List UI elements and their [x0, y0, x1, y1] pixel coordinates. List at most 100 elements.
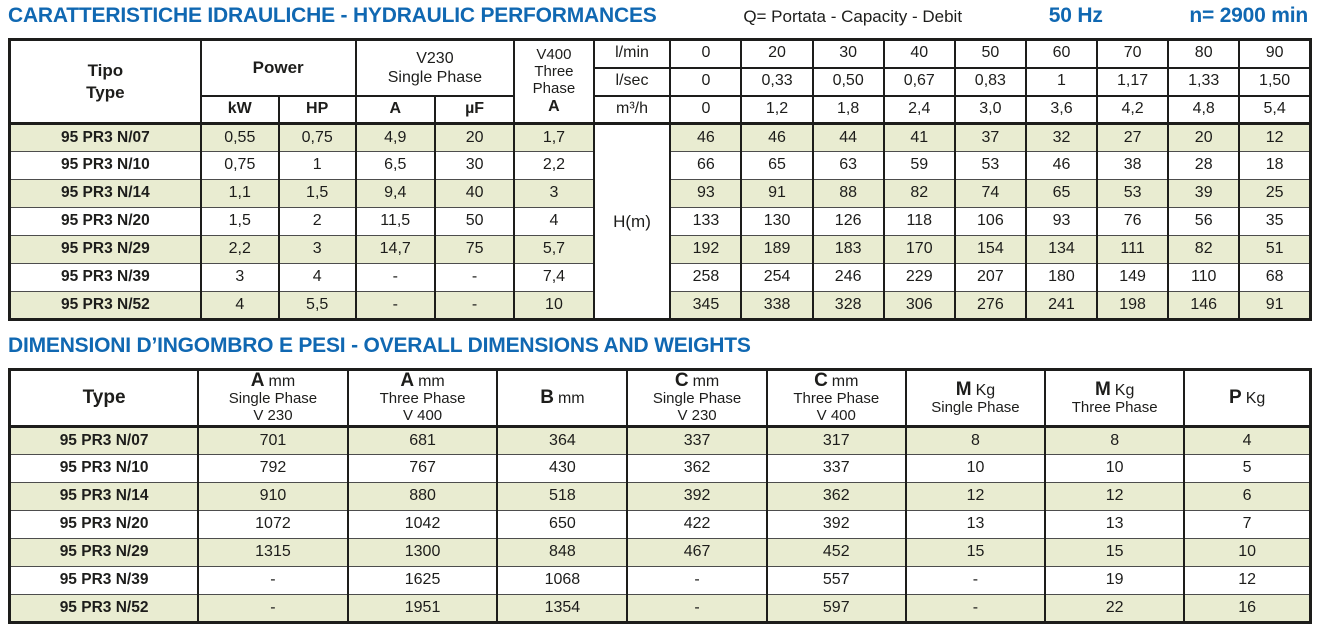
dimensions-table-row: 95 PR3 N/39-1625 1068-557-19 12 — [8, 566, 1312, 595]
flow-lmin-value: 30 — [811, 39, 885, 69]
flow-lmin-value: 80 — [1167, 39, 1241, 69]
a230-cell: - — [354, 291, 436, 320]
head-value-cell: 46 — [740, 123, 814, 152]
head-value-cell: 189 — [740, 235, 814, 264]
flow-lmin-value: 70 — [1096, 39, 1170, 69]
dim-header-symbol: Type — [82, 387, 126, 409]
dimension-value-cell: 1068 — [496, 566, 629, 595]
dimension-value-cell: - — [626, 566, 768, 595]
dim-header-symbol: B — [540, 387, 554, 409]
dim-header-unit: Kg — [1245, 390, 1266, 408]
head-value-cell: 170 — [882, 235, 956, 264]
head-value-cell: 130 — [740, 207, 814, 236]
flow-m3h-value: 2,4 — [882, 95, 956, 125]
kw-cell: 3 — [199, 263, 280, 292]
flow-lmin-value: 50 — [953, 39, 1027, 69]
flow-lsec-value: 0 — [669, 67, 743, 97]
dim-header-subline: V 230 — [677, 406, 717, 424]
dim-header-symbol: M — [955, 378, 972, 400]
hydraulic-table-row: 95 PR3 N/39 3 4- -7,4 258 254 246 229 207 180 149 1… — [8, 263, 1312, 292]
uf-cell: 30 — [433, 151, 516, 180]
a230-cell: 6,5 — [354, 151, 436, 180]
pump-type-cell: 95 PR3 N/39 — [8, 263, 202, 292]
head-value-cell: 306 — [882, 291, 956, 320]
a400-cell: 2,2 — [513, 151, 595, 180]
head-value-cell: 241 — [1024, 291, 1099, 320]
head-value-cell: 32 — [1024, 123, 1099, 152]
head-value-cell: 20 — [1167, 123, 1241, 152]
a400-cell: 7,4 — [513, 263, 595, 292]
dimension-value-cell: - — [904, 594, 1047, 623]
dimensions-table-row: 95 PR3 N/10 792 767 430 362 337 10 10 5 — [8, 454, 1312, 483]
flow-lmin-value: 60 — [1024, 39, 1099, 69]
head-value-cell: 74 — [953, 179, 1027, 208]
head-value-cell: 28 — [1167, 151, 1241, 180]
power-column-header: Power — [199, 39, 357, 97]
kw-cell: 2,2 — [199, 235, 280, 264]
single-phase-label: Single Phase — [387, 68, 483, 86]
a400-cell: 3 — [513, 179, 595, 208]
dimensions-section-title: DIMENSIONI D’INGOMBRO E PESI - OVERALL D… — [8, 334, 751, 357]
head-value-cell: 82 — [1167, 235, 1241, 264]
hp-cell: 2 — [277, 207, 357, 236]
pump-type-cell: 95 PR3 N/39 — [8, 566, 200, 595]
head-value-cell: 66 — [669, 151, 743, 180]
phase-label: Phase — [532, 79, 576, 97]
dim-column-header: M Kg Single Phase — [904, 369, 1047, 428]
dim-header-subline: Single Phase — [228, 390, 318, 408]
dimension-value-cell: 880 — [346, 482, 499, 511]
dimension-value-cell: 22 — [1044, 594, 1186, 623]
head-value-cell: 192 — [669, 235, 743, 264]
hp-cell: 5,5 — [277, 291, 357, 320]
dim-header-unit: Kg — [1114, 381, 1135, 399]
head-value-cell: 328 — [811, 291, 885, 320]
v400-column-header: V400 Three Phase A — [513, 39, 595, 125]
head-value-cell: 149 — [1096, 263, 1170, 292]
head-value-cell: 46 — [1024, 151, 1099, 180]
dimension-value-cell: 1072 — [197, 510, 349, 539]
dim-header-unit: mm — [418, 373, 445, 391]
head-value-cell: 39 — [1167, 179, 1241, 208]
head-value-cell: 88 — [811, 179, 885, 208]
head-value-cell: 46 — [669, 123, 743, 152]
head-value-cell: 82 — [882, 179, 956, 208]
dimension-value-cell: 12 — [1183, 566, 1312, 595]
dim-header-subline: V 400 — [402, 406, 443, 424]
v400-label: V400 — [536, 46, 572, 64]
dimension-value-cell: 452 — [765, 538, 907, 567]
uf-cell: 75 — [433, 235, 516, 264]
dimension-value-cell: 337 — [626, 426, 768, 455]
three-label: Three — [534, 63, 574, 81]
pump-type-cell: 95 PR3 N/20 — [8, 207, 202, 236]
pump-type-cell: 95 PR3 N/10 — [8, 454, 200, 483]
dimension-value-cell: 467 — [626, 538, 768, 567]
dimensions-table-row: 95 PR3 N/29 1315 1300 848 467 452 15 15 10 — [8, 538, 1312, 567]
dimension-value-cell: 337 — [765, 454, 907, 483]
flow-lmin-value: 40 — [882, 39, 956, 69]
uf-cell: 50 — [433, 207, 516, 236]
hp-cell: 1,5 — [277, 179, 357, 208]
dim-header-subline: Three Phase — [793, 390, 880, 408]
v230-column-header: V230 Single Phase — [354, 39, 516, 97]
dim-column-header: Type — [8, 369, 200, 428]
head-value-cell: 18 — [1238, 151, 1312, 180]
flow-m3h-value: 3,0 — [953, 95, 1027, 125]
dimensions-table-row: 95 PR3 N/20 1072 1042 650 422 392 13 13 7 — [8, 510, 1312, 539]
a230-cell: 9,4 — [354, 179, 436, 208]
type-column-header: Tipo Type — [8, 39, 202, 125]
head-value-cell: 65 — [740, 151, 814, 180]
kw-cell: 1,1 — [199, 179, 280, 208]
head-value-cell: 63 — [811, 151, 885, 180]
head-value-cell: 106 — [953, 207, 1027, 236]
dimension-value-cell: 701 — [197, 426, 349, 455]
v230-label: V230 — [416, 49, 454, 67]
dimensions-title-bar: DIMENSIONI D’INGOMBRO E PESI - OVERALL D… — [8, 334, 1312, 360]
hydraulic-table-row: 95 PR3 N/52 4 5,5- -10 345 338 328 306 276 241 198… — [8, 291, 1312, 320]
head-value-cell: 258 — [669, 263, 743, 292]
a230-cell: 14,7 — [354, 235, 436, 264]
dimension-value-cell: 10 — [1183, 538, 1312, 567]
head-value-cell: 12 — [1238, 123, 1312, 152]
